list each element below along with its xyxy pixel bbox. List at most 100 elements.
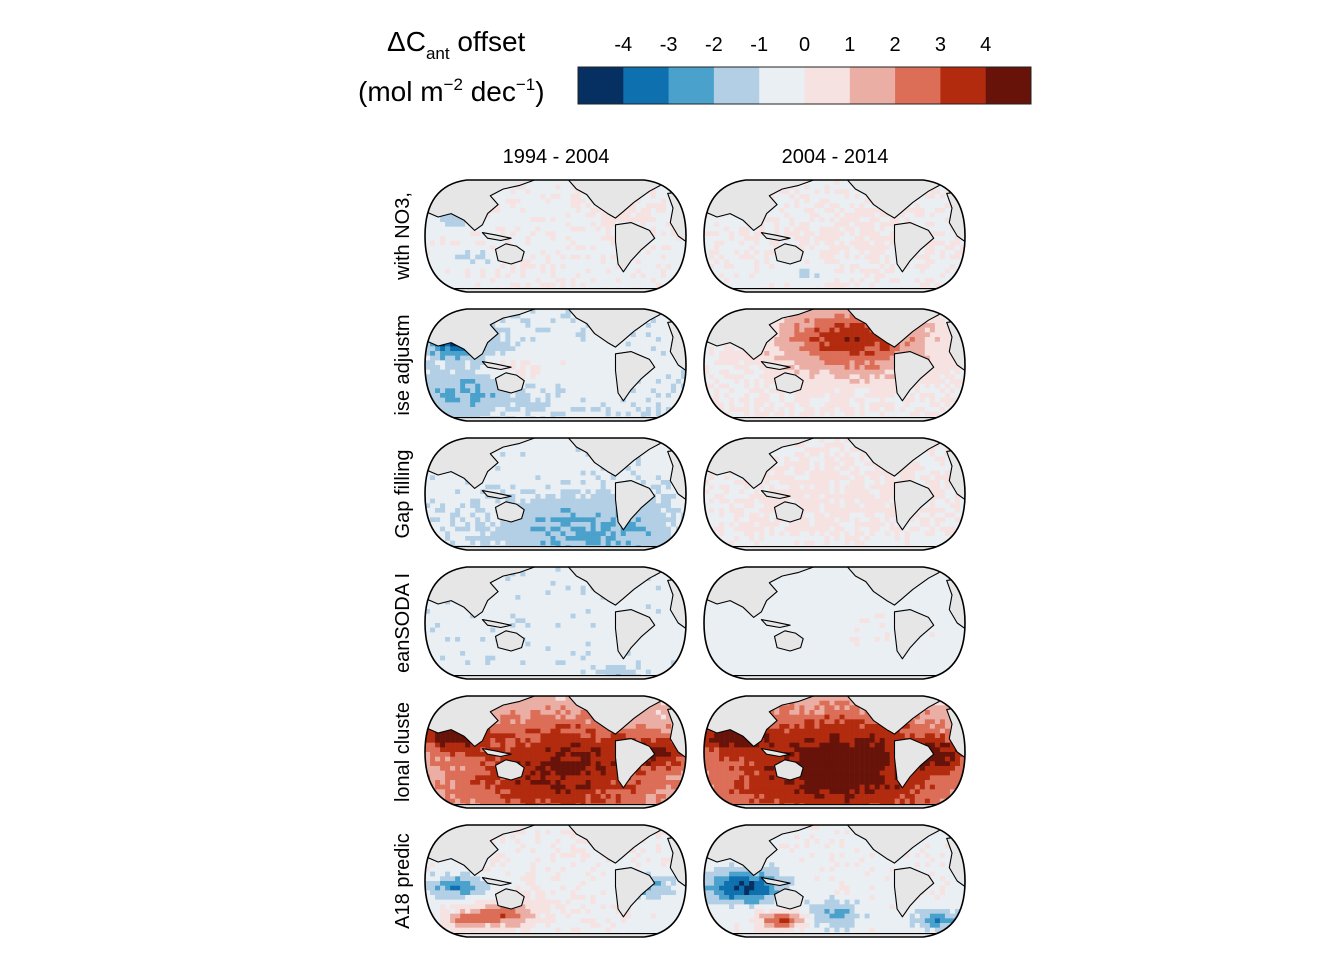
map-cell (635, 273, 642, 279)
map-cell (630, 273, 637, 279)
map-cell (465, 231, 471, 237)
map-cell (540, 397, 546, 403)
map-cell (739, 282, 745, 288)
map-cell (555, 240, 561, 246)
map-cell (824, 383, 830, 389)
map-cell (455, 264, 461, 269)
map-cell (769, 250, 775, 255)
map-cell (480, 264, 486, 269)
map-cell (834, 268, 840, 274)
map-cell (714, 411, 720, 417)
map-cell (839, 323, 845, 328)
map-cell (490, 250, 496, 255)
map-cell (550, 407, 556, 412)
map-cell (884, 250, 891, 255)
map-cell (829, 254, 835, 260)
map-cell (929, 360, 936, 366)
map-cell (660, 346, 667, 352)
map-cell (435, 236, 441, 241)
map-cell (600, 383, 606, 389)
map-cell (929, 208, 936, 213)
map-cell (450, 383, 456, 389)
map-cell (849, 259, 855, 265)
map-cell (794, 208, 800, 213)
map-cell (744, 254, 750, 260)
map-cell (545, 346, 551, 352)
map-cell (560, 180, 566, 185)
map-cell (610, 245, 617, 251)
map-cell (709, 388, 715, 394)
map-cell (665, 212, 672, 218)
map-cell (510, 318, 516, 324)
map-cell (550, 273, 556, 279)
map-cell (889, 355, 896, 361)
map-cell (824, 222, 830, 227)
map-cell (834, 327, 840, 333)
map-cell (829, 264, 835, 269)
map-cell (739, 240, 745, 246)
map-cell (535, 245, 541, 251)
map-cell (779, 323, 785, 328)
map-cell (525, 323, 531, 328)
map-cell (704, 189, 710, 195)
map-cell (585, 240, 591, 246)
map-cell (655, 407, 662, 412)
map-cell (550, 236, 556, 241)
map-cell (734, 379, 740, 384)
map-cell (590, 337, 596, 342)
map-cell (425, 236, 431, 241)
map-cell (744, 273, 750, 279)
map-cell (909, 212, 916, 218)
map-cell (714, 184, 720, 190)
map-cell (575, 402, 581, 408)
map-cell (515, 203, 521, 209)
map-cell (635, 208, 642, 213)
map-cell (500, 278, 506, 283)
map-cell (425, 250, 431, 255)
map-cell (660, 278, 667, 283)
map-cell (859, 259, 865, 265)
map-cell (535, 397, 541, 403)
map-cell (435, 254, 441, 260)
map-cell (655, 217, 662, 223)
map-cell (535, 379, 541, 384)
map-cell (445, 240, 451, 246)
map-cell (455, 236, 461, 241)
map-cell (724, 240, 730, 246)
map-cell (430, 318, 436, 324)
map-cell (495, 240, 501, 246)
map-cell (879, 282, 885, 288)
map-cell (919, 341, 926, 347)
map-cell (754, 365, 760, 370)
map-cell (709, 416, 715, 421)
map-cell (460, 226, 466, 232)
map-cell (924, 268, 931, 274)
map-cell (670, 259, 677, 265)
map-cell (610, 346, 617, 352)
map-cell (600, 240, 606, 246)
map-cell (759, 383, 765, 389)
map-cell (734, 222, 740, 227)
map-cell (505, 407, 511, 412)
map-cell (535, 189, 541, 195)
map-cell (839, 332, 845, 338)
map-cell (605, 217, 612, 223)
map-cell (635, 346, 642, 352)
map-cell (640, 268, 647, 274)
map-cell (525, 337, 531, 342)
map-cell (475, 388, 481, 394)
map-cell (864, 360, 870, 366)
map-cell (939, 184, 946, 190)
map-cell (729, 212, 735, 218)
map-cell (540, 351, 546, 356)
map-cell (754, 369, 760, 375)
map-cell (635, 327, 642, 333)
map-cell (759, 236, 765, 241)
map-cell (824, 231, 830, 237)
map-cell (844, 323, 850, 328)
map-cell (839, 203, 845, 209)
map-cell (485, 402, 491, 408)
map-cell (425, 217, 431, 223)
map-cell (764, 407, 770, 412)
map-cell (595, 402, 601, 408)
